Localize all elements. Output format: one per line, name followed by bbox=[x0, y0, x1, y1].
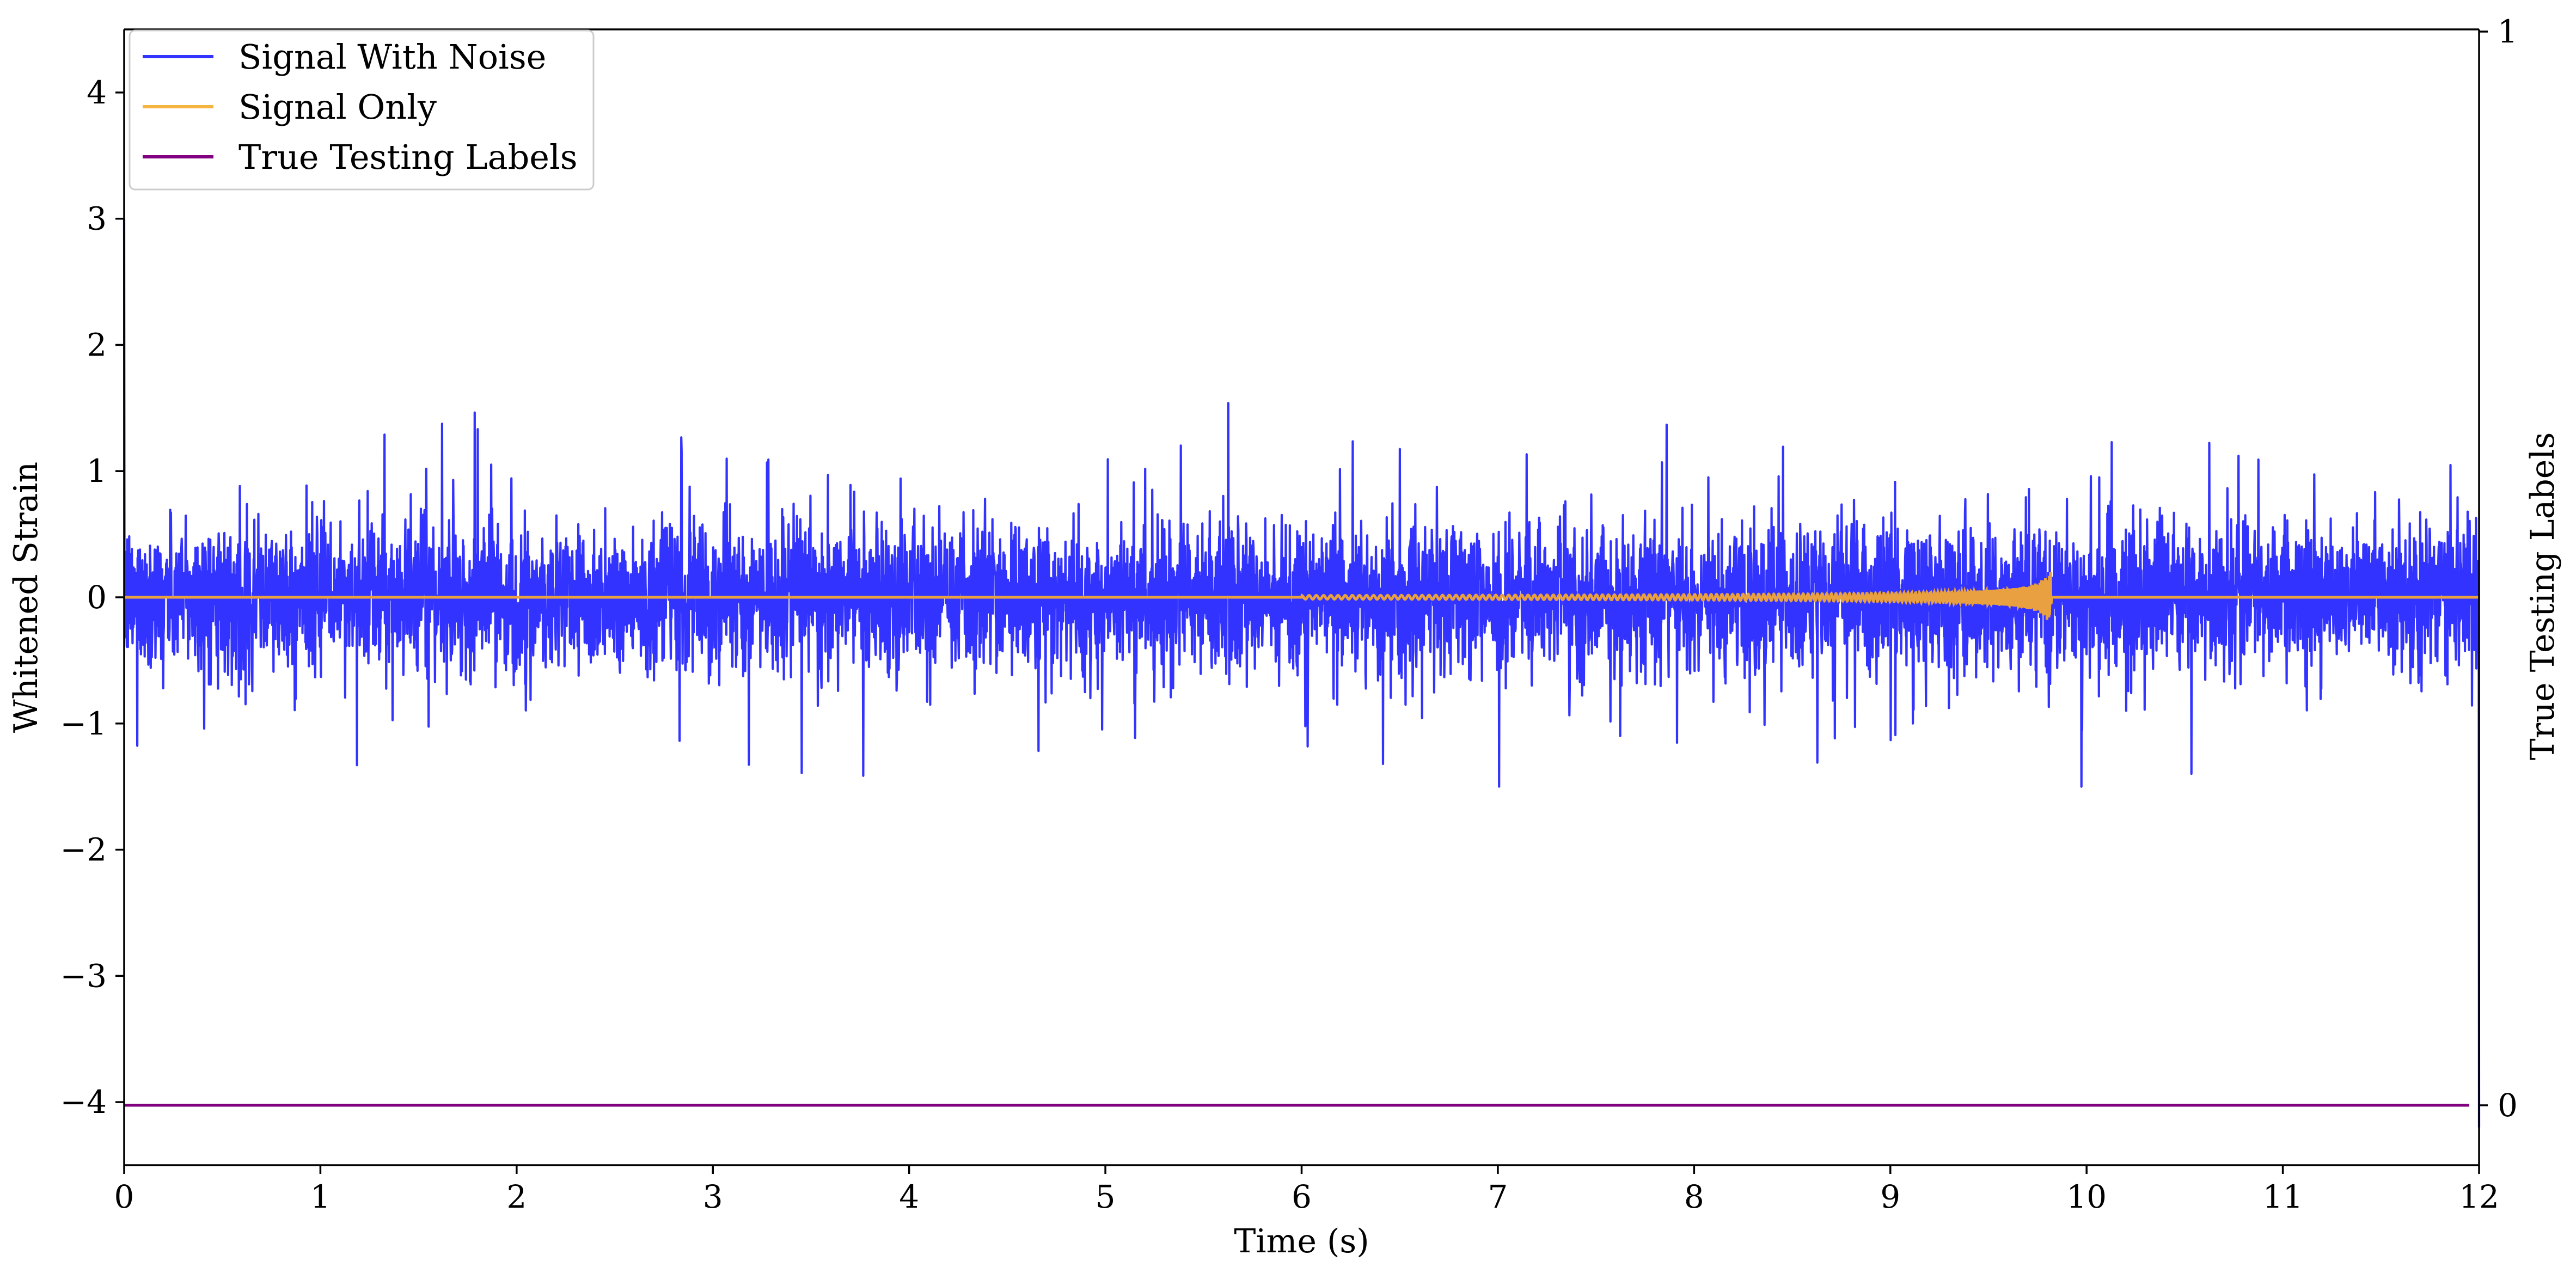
x-tick-label: 12 bbox=[2459, 1178, 2499, 1215]
x-tick-label: 1 bbox=[310, 1178, 331, 1215]
x-tick-label: 3 bbox=[703, 1178, 723, 1215]
y-axis-title: Whitened Strain bbox=[7, 462, 45, 733]
x-tick-label: 6 bbox=[1292, 1178, 1312, 1215]
y2-tick-label: 0 bbox=[2498, 1087, 2518, 1124]
y-tick-label: 1 bbox=[87, 452, 107, 489]
y2-axis-title: True Testing Labels bbox=[2524, 432, 2562, 761]
legend-label: Signal With Noise bbox=[238, 37, 546, 77]
y-tick-label: 3 bbox=[87, 200, 107, 237]
x-axis-title: Time (s) bbox=[1234, 1222, 1369, 1260]
x-tick-label: 11 bbox=[2263, 1178, 2303, 1215]
series-line-signal-only bbox=[124, 572, 2479, 620]
legend: Signal With Noise Signal Only True Testing… bbox=[129, 29, 595, 191]
y-tick-label: −2 bbox=[60, 831, 107, 868]
x-tick-label: 5 bbox=[1096, 1178, 1116, 1215]
x-tick-label: 4 bbox=[899, 1178, 919, 1215]
y-tick-label: 2 bbox=[87, 326, 107, 363]
x-tick-label: 7 bbox=[1488, 1178, 1508, 1215]
legend-label: Signal Only bbox=[238, 87, 437, 127]
legend-label: True Testing Labels bbox=[238, 137, 578, 177]
y-tick-label: 0 bbox=[87, 579, 107, 616]
x-tick-label: 8 bbox=[1684, 1178, 1704, 1215]
y-tick-label: −4 bbox=[60, 1084, 107, 1121]
legend-box bbox=[129, 29, 595, 191]
y-tick-label: −1 bbox=[60, 705, 107, 742]
y2-tick-label: 1 bbox=[2498, 13, 2518, 50]
x-tick-label: 0 bbox=[114, 1178, 134, 1215]
x-tick-label: 9 bbox=[1880, 1178, 1900, 1215]
y-tick-label: 4 bbox=[87, 74, 107, 111]
x-tick-label: 10 bbox=[2066, 1178, 2107, 1215]
y-tick-label: −3 bbox=[60, 957, 107, 994]
x-tick-label: 2 bbox=[506, 1178, 527, 1215]
series-line-signal-with-noise bbox=[123, 218, 2481, 1128]
plot-area bbox=[123, 218, 2481, 1128]
